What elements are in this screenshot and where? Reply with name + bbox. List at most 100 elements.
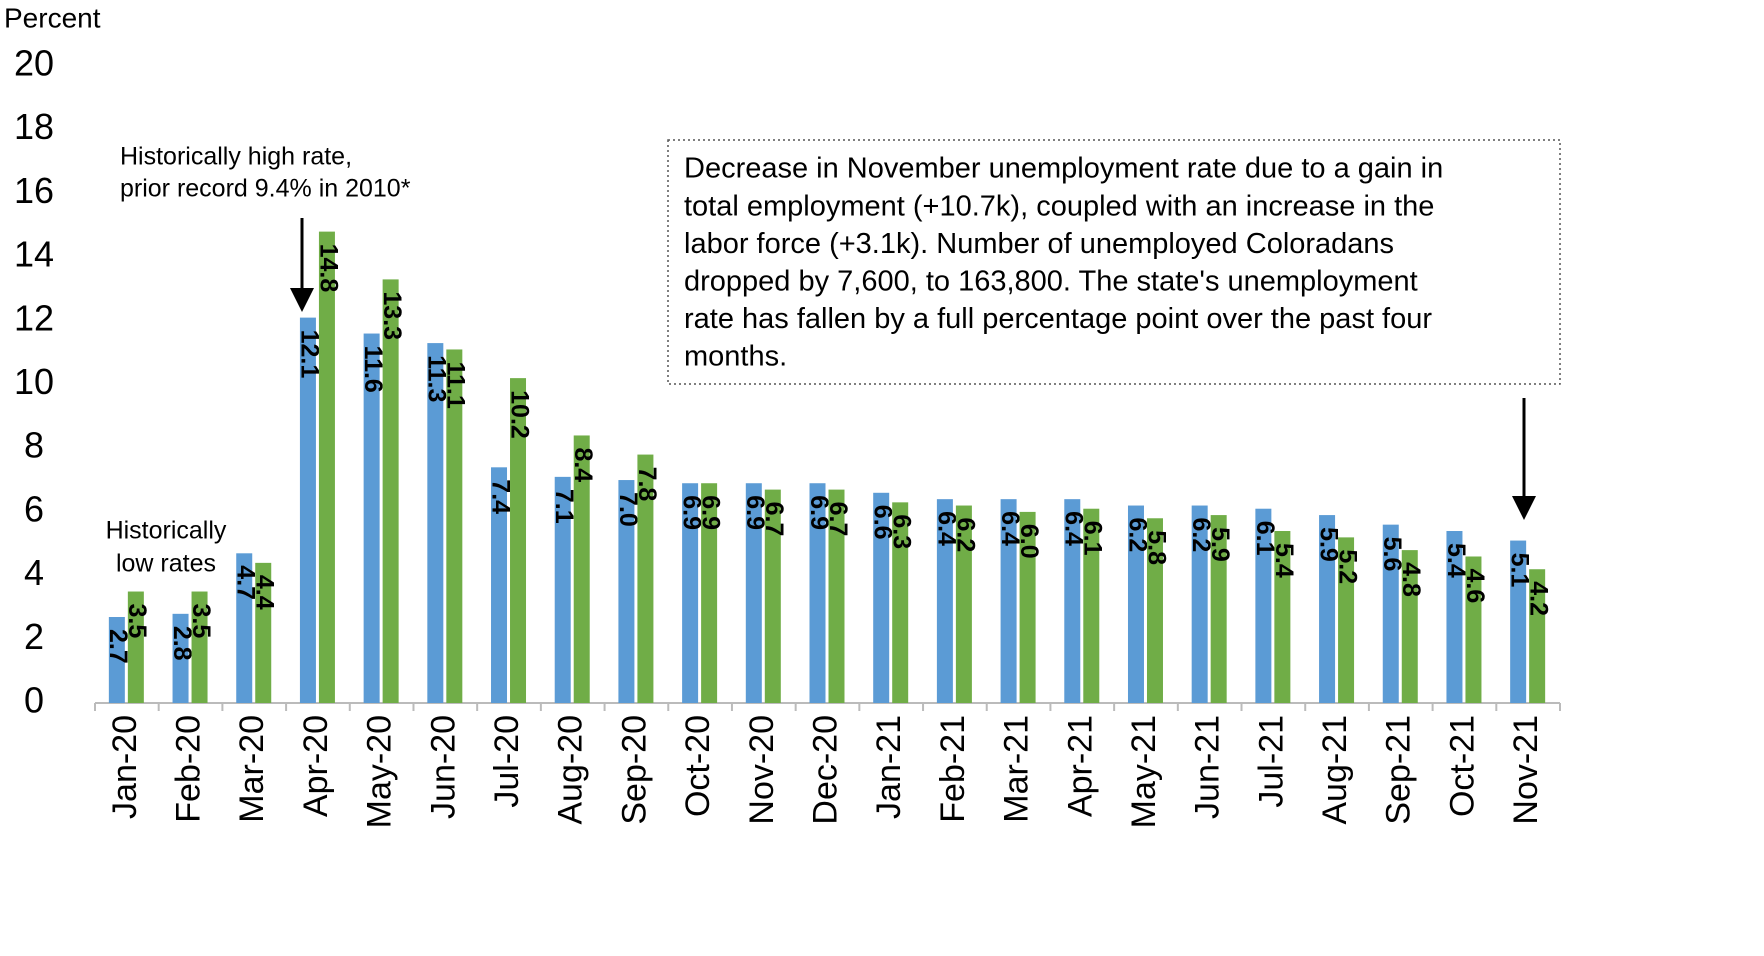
value-label: 6.2 xyxy=(1123,518,1151,553)
x-tick-label: Sep-20 xyxy=(615,715,653,825)
value-label: 5.9 xyxy=(1314,527,1342,562)
bar xyxy=(299,317,316,703)
annotation: low rates xyxy=(116,550,216,578)
value-label: 6.6 xyxy=(869,505,897,540)
x-tick-label: May-21 xyxy=(1125,715,1163,828)
x-tick-label: Jul-21 xyxy=(1252,715,1290,808)
bar xyxy=(1146,518,1163,703)
bar xyxy=(1319,515,1336,703)
value-label: 6.4 xyxy=(996,511,1024,546)
y-tick-label: 16 xyxy=(14,170,54,211)
y-tick-label: 10 xyxy=(14,361,54,402)
x-tick-label: Mar-21 xyxy=(998,715,1036,823)
value-label: 6.2 xyxy=(951,518,979,553)
y-tick-label: 2 xyxy=(24,616,44,657)
value-label: 5.2 xyxy=(1333,549,1361,584)
value-label: 11.6 xyxy=(359,346,387,393)
y-tick-label: 0 xyxy=(24,680,44,721)
value-label: 6.1 xyxy=(1079,521,1107,556)
bar xyxy=(446,349,463,703)
value-label: 2.8 xyxy=(168,626,196,661)
bar xyxy=(108,617,125,703)
value-label: 4.8 xyxy=(1397,562,1425,597)
bar xyxy=(828,489,845,703)
value-label: 7.4 xyxy=(486,479,514,514)
annotation: total employment (+10.7k), coupled with … xyxy=(684,190,1434,222)
bar xyxy=(427,343,444,703)
x-tick-label: Sep-21 xyxy=(1380,715,1418,825)
bar xyxy=(809,483,826,703)
y-tick-label: 8 xyxy=(24,425,44,466)
value-label: 7.8 xyxy=(633,467,661,502)
value-label: 5.6 xyxy=(1378,537,1406,572)
y-axis-label: Percent xyxy=(4,2,101,33)
annotation: Decrease in November unemployment rate d… xyxy=(684,153,1443,185)
x-tick-label: Oct-20 xyxy=(679,715,717,817)
value-label: 6.2 xyxy=(1187,518,1215,553)
value-label: 11.1 xyxy=(442,361,470,408)
value-label: 5.4 xyxy=(1270,543,1298,578)
bar xyxy=(491,467,508,703)
bar xyxy=(1019,511,1036,703)
value-label: 6.3 xyxy=(888,514,916,549)
bar xyxy=(318,231,335,703)
value-label: 5.8 xyxy=(1142,530,1170,565)
y-tick-label: 6 xyxy=(24,488,44,529)
bar xyxy=(1446,531,1463,703)
x-tick-label: Nov-20 xyxy=(743,715,781,825)
bar xyxy=(745,483,762,703)
value-label: 5.9 xyxy=(1206,527,1234,562)
value-label: 6.0 xyxy=(1015,524,1043,559)
x-tick-label: Aug-21 xyxy=(1316,715,1354,825)
value-label: 4.4 xyxy=(251,575,279,610)
bar xyxy=(1064,499,1081,703)
x-tick-label: Aug-20 xyxy=(552,715,590,825)
x-tick-label: Nov-21 xyxy=(1507,715,1545,825)
x-tick-label: Mar-20 xyxy=(233,715,271,823)
x-tick-label: May-20 xyxy=(361,715,399,828)
bar xyxy=(554,476,571,703)
value-label: 7.0 xyxy=(614,492,642,527)
bar xyxy=(1382,524,1399,703)
x-tick-label: Apr-20 xyxy=(297,715,335,817)
bar xyxy=(764,489,781,703)
x-tick-label: Dec-20 xyxy=(806,715,844,825)
bar xyxy=(701,483,718,703)
value-label: 6.4 xyxy=(932,511,960,546)
bar xyxy=(1210,515,1227,703)
bar xyxy=(1083,508,1100,703)
bar xyxy=(1274,531,1291,703)
value-label: 5.4 xyxy=(1442,543,1470,578)
annotation: months. xyxy=(684,341,787,373)
value-label: 6.9 xyxy=(805,495,833,530)
bar xyxy=(936,499,953,703)
bar xyxy=(637,454,654,703)
bar xyxy=(1510,540,1527,703)
y-tick-label: 12 xyxy=(14,297,54,338)
value-label: 6.7 xyxy=(760,502,788,537)
x-tick-label: Jan-20 xyxy=(106,715,144,819)
bar xyxy=(892,502,909,703)
x-tick-label: Jun-21 xyxy=(1189,715,1227,819)
value-label: 8.4 xyxy=(569,447,597,482)
x-tick-label: Jul-20 xyxy=(488,715,526,808)
annotation: Historically xyxy=(106,517,227,545)
annotation: rate has fallen by a full percentage poi… xyxy=(684,303,1432,335)
bar xyxy=(682,483,699,703)
value-label: 7.1 xyxy=(550,489,578,524)
x-tick-label: Apr-21 xyxy=(1061,715,1099,817)
value-label: 4.6 xyxy=(1461,568,1489,603)
value-label: 6.1 xyxy=(1251,521,1279,556)
value-label: 14.8 xyxy=(314,244,342,293)
bar xyxy=(127,591,144,703)
bar xyxy=(363,333,380,703)
bar xyxy=(191,591,208,703)
value-label: 10.2 xyxy=(505,390,533,439)
x-tick-label: Oct-21 xyxy=(1443,715,1481,817)
bar xyxy=(1529,569,1546,703)
bar xyxy=(1191,505,1208,703)
bar xyxy=(873,492,890,703)
y-tick-label: 18 xyxy=(14,106,54,147)
annotation: dropped by 7,600, to 163,800. The state'… xyxy=(684,265,1418,297)
